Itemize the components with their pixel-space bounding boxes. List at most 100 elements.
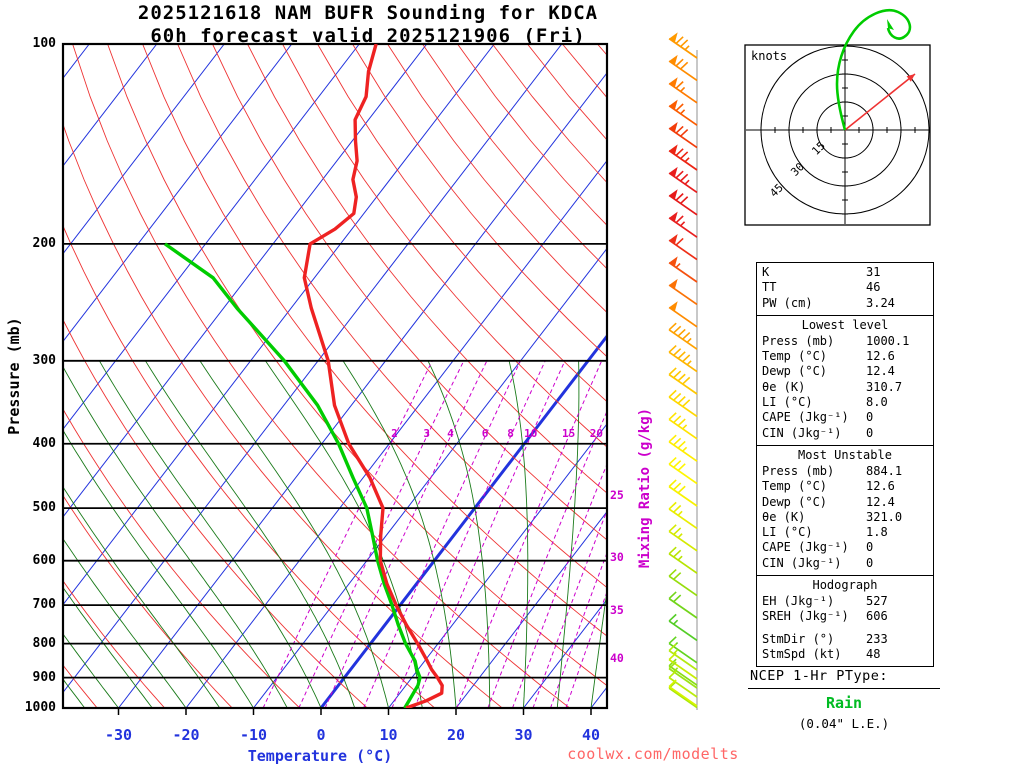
stat-value: 3.24 <box>866 295 895 310</box>
temp-tick--10: -10 <box>239 726 268 744</box>
ptype-block: NCEP 1-Hr PType: Rain (0.04" L.E.) <box>748 668 940 731</box>
pressure-tick-400: 400 <box>32 435 56 451</box>
stat-label: Temp (°C) <box>762 349 828 364</box>
pressure-tick-800: 800 <box>32 635 56 651</box>
mixing-ratio-label-40: 40 <box>610 651 624 665</box>
stat-value: 48 <box>866 646 881 661</box>
stat-value: 1.8 <box>866 525 888 540</box>
wind-barb <box>668 508 698 530</box>
stat-row: PW (cm) 3.24 <box>757 296 933 311</box>
mixing-ratio-label-2: 2 <box>391 427 398 440</box>
stat-row: Press (mb) 884.1 <box>757 464 933 479</box>
stat-row: CIN (Jkg⁻¹) 0 <box>757 556 933 571</box>
stat-label: CIN (Jkg⁻¹) <box>762 555 842 570</box>
stat-row: CAPE (Jkg⁻¹) 0 <box>757 410 933 425</box>
stat-value: 606 <box>866 609 888 624</box>
pressure-tick-300: 300 <box>32 352 56 368</box>
stat-value: 12.4 <box>866 364 895 379</box>
stat-row: Temp (°C) 12.6 <box>757 349 933 364</box>
stat-label: Dewp (°C) <box>762 364 828 379</box>
sounding-traces <box>164 44 444 708</box>
stat-value: 46 <box>866 280 881 295</box>
stat-row: CAPE (Jkg⁻¹) 0 <box>757 540 933 555</box>
stat-row: StmSpd (kt) 48 <box>757 647 933 662</box>
stat-value: 12.6 <box>866 349 895 364</box>
stat-row: StmDir (°) 233 <box>757 632 933 647</box>
dewpoint-trace <box>164 242 422 708</box>
stat-label: CAPE (Jkg⁻¹) <box>762 540 849 555</box>
wind-barb <box>668 575 698 597</box>
mixing-ratio-label-3: 3 <box>423 427 431 440</box>
stat-value: 1000.1 <box>866 333 910 348</box>
mixing-ratio-label-6: 6 <box>481 427 489 440</box>
wind-barb <box>668 665 698 686</box>
stat-value: 233 <box>866 631 888 646</box>
chart-title: 2025121618 NAM BUFR Sounding for KDCA 60… <box>48 2 688 47</box>
wind-barb <box>668 485 698 507</box>
temp-tick-0: 0 <box>316 726 326 744</box>
wind-barb-column <box>668 32 698 710</box>
temperature-axis-title: Temperature (°C) <box>247 747 393 765</box>
temp-tick-30: 30 <box>514 726 533 744</box>
stat-value: 12.4 <box>866 494 895 509</box>
stat-label: Temp (°C) <box>762 479 828 494</box>
storm-motion-arrow <box>844 73 916 131</box>
stat-section-heading: Hodograph <box>757 575 933 594</box>
stat-row: LI (°C) 8.0 <box>757 395 933 410</box>
temp-tick--30: -30 <box>104 726 133 744</box>
wind-barb <box>668 261 698 283</box>
pressure-tick-900: 900 <box>32 669 56 685</box>
stat-label: TT <box>762 280 777 295</box>
temp-tick-40: 40 <box>581 726 601 744</box>
stat-label: θe (K) <box>762 379 806 394</box>
isoline-background <box>63 44 607 708</box>
stat-value: 0 <box>866 555 874 570</box>
stat-label: PW (cm) <box>762 295 813 310</box>
stat-value: 310.7 <box>866 379 903 394</box>
mixing-ratio-label-35: 35 <box>610 603 624 617</box>
mixing-ratio-label-20: 20 <box>589 427 603 440</box>
ptype-heading: NCEP 1-Hr PType: <box>748 668 940 689</box>
stat-row: LI (°C) 1.8 <box>757 525 933 540</box>
ptype-value: Rain <box>825 694 863 712</box>
stat-row: EH (Jkg⁻¹) 527 <box>757 594 933 609</box>
spacer <box>757 625 933 632</box>
stat-row: Dewp (°C) 12.4 <box>757 495 933 510</box>
stat-label: Dewp (°C) <box>762 494 828 509</box>
plot-frame <box>61 42 609 715</box>
wind-barb <box>668 685 698 707</box>
wind-barb <box>668 620 698 642</box>
stat-value: 0 <box>866 540 874 555</box>
stat-value: 527 <box>866 594 888 609</box>
stat-label: SREH (Jkg⁻¹) <box>762 609 849 624</box>
sounding-indices-table: K 31 TT 46 PW (cm) 3.24 Lowest level Press (mb)… <box>756 262 934 668</box>
title-line-1: 2025121618 NAM BUFR Sounding for KDCA <box>137 2 599 24</box>
pressure-tick-1000: 1000 <box>24 700 56 715</box>
stat-label: StmSpd (kt) <box>762 646 842 661</box>
wind-barb <box>668 687 698 709</box>
wind-barb <box>668 676 698 698</box>
stat-value: 884.1 <box>866 463 903 478</box>
stat-row: Press (mb) 1000.1 <box>757 334 933 349</box>
stat-value: 0 <box>866 410 874 425</box>
stat-label: θe (K) <box>762 509 806 524</box>
mixing-ratio-axis-title: Mixing Ratio (g/kg) <box>637 407 653 569</box>
hodograph-units-label: knots <box>751 49 788 63</box>
stat-label: EH (Jkg⁻¹) <box>762 594 835 609</box>
mixing-ratio-label-8: 8 <box>507 427 514 440</box>
stat-value: 31 <box>866 265 881 279</box>
wind-barb <box>668 553 698 574</box>
watermark: coolwx.com/modelts <box>567 745 739 763</box>
stat-section-heading: Most Unstable <box>757 444 933 464</box>
wind-barb <box>668 306 698 328</box>
ptype-detail: (0.04" L.E.) <box>798 716 890 731</box>
temperature-trace <box>302 44 444 708</box>
pressure-tick-700: 700 <box>32 597 56 613</box>
stat-label: LI (°C) <box>762 525 813 540</box>
temp-tick--20: -20 <box>172 726 200 744</box>
mixing-ratio-label-10: 10 <box>524 427 538 440</box>
stat-row: CIN (Jkg⁻¹) 0 <box>757 426 933 441</box>
stat-row: Temp (°C) 12.6 <box>757 479 933 494</box>
stat-label: Press (mb) <box>762 333 835 348</box>
